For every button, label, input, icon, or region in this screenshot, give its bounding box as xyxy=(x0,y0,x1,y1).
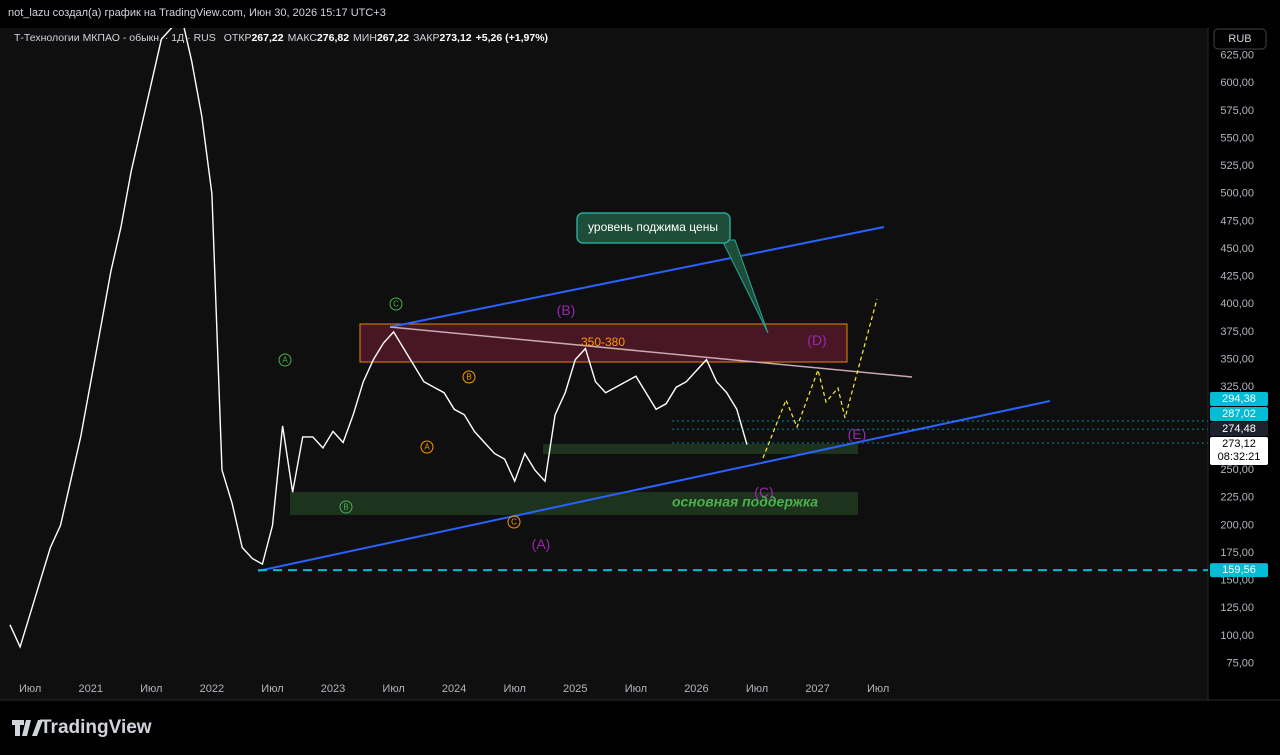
author-line: not_lazu создал(а) график на TradingView… xyxy=(8,7,386,19)
x-tick-label: 2023 xyxy=(321,683,345,695)
y-tick-label: 575,00 xyxy=(1220,105,1254,117)
wave-label: A xyxy=(282,356,288,365)
y-tick-label: 475,00 xyxy=(1220,215,1254,227)
x-tick-label: Июл xyxy=(382,683,404,695)
header-text: 276,82 xyxy=(317,32,349,44)
price-label: 294,38 xyxy=(1222,393,1256,405)
wave-label: B xyxy=(343,503,348,512)
wave-circle xyxy=(420,440,434,454)
x-tick-label: Июл xyxy=(867,683,889,695)
header-text: ЗАКР xyxy=(413,32,439,44)
y-tick-label: 100,00 xyxy=(1220,630,1254,642)
zone-label: 350-380 xyxy=(581,335,625,349)
price-label-bg xyxy=(1210,563,1268,578)
price-label: 273,12 xyxy=(1222,438,1256,450)
x-tick-label: 2024 xyxy=(442,683,466,695)
wave-label: B xyxy=(466,373,471,382)
wave-label: (E) xyxy=(848,426,867,442)
y-tick-label: 450,00 xyxy=(1220,243,1254,255)
plot: A B C A B C (A) (B) (C) (D) (E) 350-380 основная под… xyxy=(9,28,1051,649)
y-tick-label: 525,00 xyxy=(1220,160,1254,172)
wave-label: (A) xyxy=(532,536,551,552)
x-tick-label: Июл xyxy=(140,683,162,695)
y-tick-label: 400,00 xyxy=(1220,298,1254,310)
x-tick-label: 2027 xyxy=(805,683,829,695)
y-tick-label: 425,00 xyxy=(1220,271,1254,283)
header-text: МИН xyxy=(353,32,377,44)
wave-label: A xyxy=(424,443,430,452)
header-text: ОТКР xyxy=(224,32,252,44)
x-tick-label: Июл xyxy=(19,683,41,695)
y-tick-label: 200,00 xyxy=(1220,519,1254,531)
y-tick-label: 175,00 xyxy=(1220,547,1254,559)
price-label-bg xyxy=(1210,392,1268,407)
header-text: 267,22 xyxy=(251,32,283,44)
price-label: 274,48 xyxy=(1222,423,1256,435)
plot-area xyxy=(0,28,1208,700)
price-label-bg xyxy=(1210,407,1268,422)
currency-button[interactable] xyxy=(1213,28,1267,50)
support-label: основная поддержка xyxy=(672,494,818,510)
countdown: 08:32:21 xyxy=(1218,451,1261,463)
price-label-bg xyxy=(1210,437,1268,466)
y-tick-label: 600,00 xyxy=(1220,77,1254,89)
header-text: Т-Технологии МКПАО - обыкн. · 1Д · RUS xyxy=(14,32,216,44)
x-tick-label: 2026 xyxy=(684,683,708,695)
price-label-bg xyxy=(1210,422,1268,437)
trend-mid xyxy=(389,326,913,378)
currency[interactable]: RUB xyxy=(1228,33,1251,45)
x-tick-label: 2025 xyxy=(563,683,587,695)
y-tick-label: 225,00 xyxy=(1220,492,1254,504)
y-tick-label: 350,00 xyxy=(1220,353,1254,365)
wave-label: (B) xyxy=(557,302,576,318)
y-tick-label: 75,00 xyxy=(1226,657,1254,669)
zone-resistance xyxy=(359,323,848,363)
wave-circle xyxy=(389,297,403,311)
logo-icon xyxy=(12,720,43,736)
x-tick-label: 2021 xyxy=(79,683,103,695)
callout-text: уровень поджима цены xyxy=(588,220,718,234)
y-tick-label: 250,00 xyxy=(1220,464,1254,476)
wave-label: (D) xyxy=(807,332,826,348)
header-text: 267,22 xyxy=(377,32,409,44)
wave-circle xyxy=(462,370,476,384)
wave-circle xyxy=(278,353,292,367)
price-label: 159,56 xyxy=(1222,564,1256,576)
x-tick-label: 2022 xyxy=(200,683,224,695)
y-tick-label: 375,00 xyxy=(1220,326,1254,338)
wave-label: (C) xyxy=(754,484,773,500)
wave-label: C xyxy=(393,300,399,309)
price-line xyxy=(9,28,748,649)
x-tick-label: Июл xyxy=(261,683,283,695)
y-tick-label: 125,00 xyxy=(1220,602,1254,614)
y-tick-label: 625,00 xyxy=(1220,50,1254,62)
wave-circle xyxy=(507,515,521,529)
y-tick-label: 550,00 xyxy=(1220,132,1254,144)
logo-text: TradingView xyxy=(40,717,152,738)
y-tick-label: 500,00 xyxy=(1220,188,1254,200)
x-tick-label: Июл xyxy=(504,683,526,695)
zone-support-small xyxy=(543,444,858,454)
header-text: +5,26 (+1,97%) xyxy=(476,32,548,44)
price-label: 287,02 xyxy=(1222,408,1256,420)
x-tick-label: Июл xyxy=(625,683,647,695)
wave-circle xyxy=(339,500,353,514)
y-tick-label: 150,00 xyxy=(1220,575,1254,587)
wave-label: C xyxy=(511,518,517,527)
x-tick-label: Июл xyxy=(746,683,768,695)
header-text: МАКС xyxy=(288,32,318,44)
header-text: 273,12 xyxy=(440,32,472,44)
forecast-path xyxy=(762,298,878,459)
y-tick-label: 325,00 xyxy=(1220,381,1254,393)
trend-upper xyxy=(389,226,885,328)
callout-box xyxy=(576,212,731,244)
